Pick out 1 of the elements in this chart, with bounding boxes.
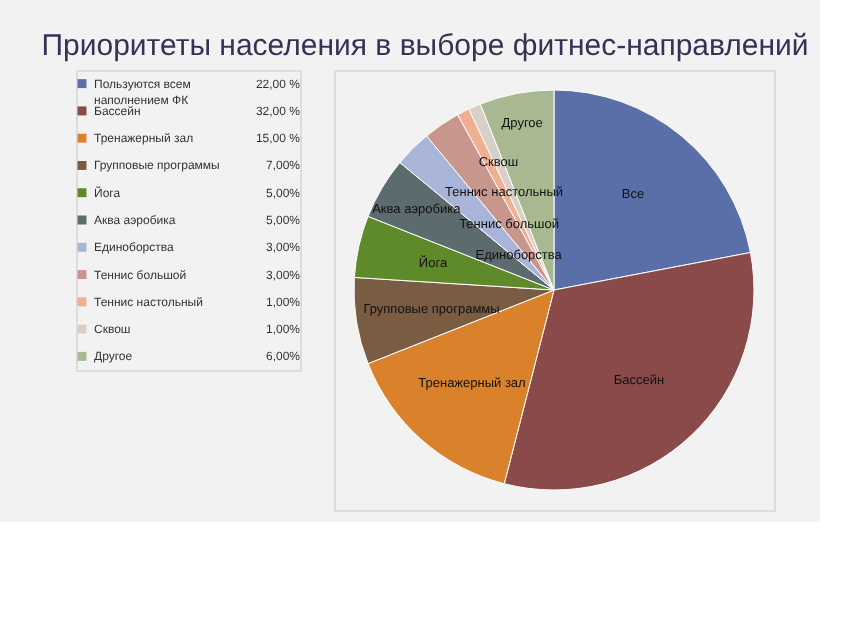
- chart-title: Приоритеты населения в выборе фитнес-направлений: [41, 29, 809, 63]
